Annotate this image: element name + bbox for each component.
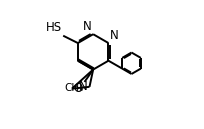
Text: N: N xyxy=(110,29,119,42)
Text: O: O xyxy=(74,82,83,95)
Text: HS: HS xyxy=(46,21,62,34)
Text: N: N xyxy=(83,20,92,33)
Text: N: N xyxy=(79,80,88,93)
Text: CH₃: CH₃ xyxy=(64,83,83,93)
